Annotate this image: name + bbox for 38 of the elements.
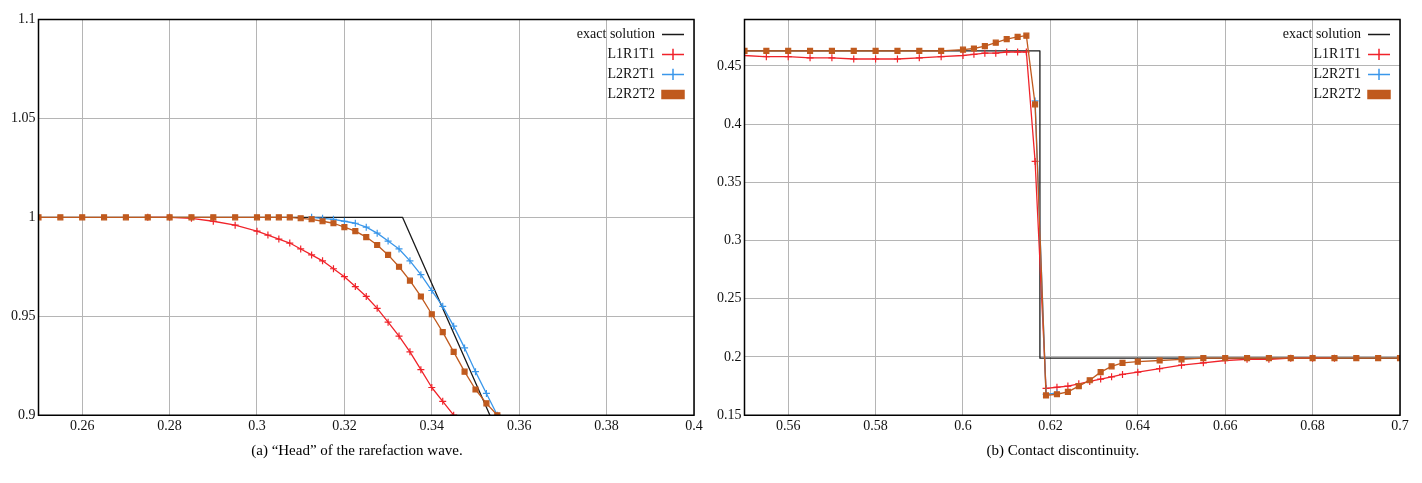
x-tick-label: 0.32 [332,418,357,434]
legend-label: L2R2T1 [1313,66,1361,82]
y-tick-label: 1.1 [18,11,36,27]
legend-label: exact solution [1282,26,1361,42]
x-tick-label: 0.26 [69,418,95,434]
x-tick-label: 0.56 [775,418,801,434]
y-tick-label: 0.35 [717,174,742,190]
x-tick-label: 0.6 [954,418,972,434]
y-tick-label: 0.3 [724,232,742,248]
y-tick-label: 0.45 [717,57,742,73]
text: (b) Contact discontinuity. [985,442,1141,459]
y-tick-label: 1.05 [11,110,36,126]
x-tick-label: 0.68 [1300,418,1325,434]
y-tick-label: 0.4 [724,115,742,131]
y-tick-label: 1 [28,208,36,224]
y-tick-label: 0.95 [11,307,36,323]
legend-label: exact solution [576,26,655,42]
x-tick-label: 0.34 [419,418,445,434]
legend-label: L1R1T1 [607,46,655,62]
x-tick-label: 0.64 [1125,418,1151,434]
y-tick-label: 0.9 [18,406,36,422]
text: (a) “Head” of the rarefaction wave. [250,442,464,459]
x-tick-label: 0.66 [1212,418,1238,434]
legend-label: L1R1T1 [1313,46,1361,62]
x-tick-label: 0.36 [506,418,532,434]
x-tick-label: 0.58 [863,418,888,434]
y-tick-label: 0.2 [724,348,742,364]
y-tick-label: 0.15 [717,406,742,422]
y-tick-label: 0.25 [717,290,742,306]
x-tick-label: 0.38 [594,418,619,434]
x-tick-label: 0.4 [685,418,703,434]
x-tick-label: 0.3 [248,418,266,434]
legend-label: L2R2T1 [607,66,655,82]
x-tick-label: 0.28 [157,418,182,434]
x-tick-label: 0.62 [1038,418,1063,434]
legend-label: L2R2T2 [607,86,655,102]
legend-label: L2R2T2 [1313,86,1361,102]
x-tick-label: 0.7 [1391,418,1409,434]
